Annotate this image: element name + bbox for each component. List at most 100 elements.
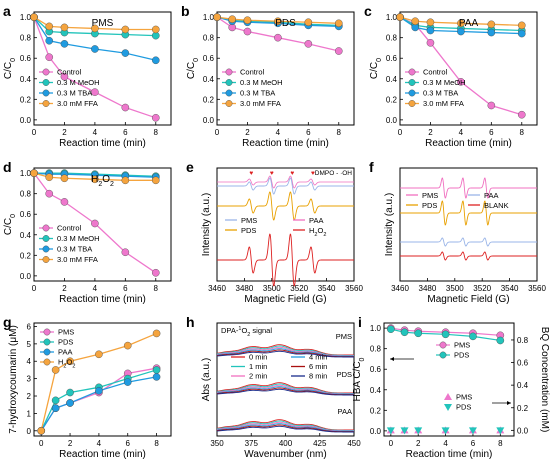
data-point — [30, 169, 38, 177]
data-point — [468, 427, 477, 435]
y-axis-label: C/C0 — [3, 58, 17, 79]
x-tick-label: 8 — [498, 439, 503, 448]
spectrum-line — [216, 388, 354, 396]
y-tick-label-right: 0.2 — [517, 404, 529, 413]
data-point — [457, 27, 465, 36]
y-tick-label: 2 — [27, 392, 32, 401]
legend-label: 4 min — [309, 353, 327, 362]
panel-title: DPA-1O2 signal — [221, 326, 272, 338]
legend-label: 0 min — [249, 353, 267, 362]
legend-marker — [444, 404, 452, 411]
y-axis-label: C/C0 — [186, 58, 200, 79]
x-tick-label: 3540 — [318, 284, 336, 293]
x-tick-label: 3480 — [236, 284, 254, 293]
y-tick-label: 0.0 — [20, 116, 32, 125]
arrow-right-head-icon — [507, 401, 511, 405]
data-point — [91, 45, 99, 53]
data-point — [334, 19, 343, 28]
legend-label: PMS — [241, 216, 257, 225]
data-point — [121, 49, 130, 57]
data-point — [441, 330, 450, 339]
legend-label: PAA — [58, 348, 72, 357]
x-tick-label: 8 — [154, 439, 159, 448]
legend-marker — [42, 245, 50, 253]
legend-label: 0.3 M TBA — [240, 89, 275, 98]
y-tick-label: 0.8 — [20, 34, 32, 43]
y-tick-label: 0.2 — [203, 95, 215, 104]
data-point — [91, 219, 99, 228]
y-tick-label: 0.4 — [370, 386, 382, 395]
x-tick-label: 3500 — [263, 284, 281, 293]
x-tick-label: 3560 — [345, 284, 363, 293]
x-tick-label: 8 — [520, 128, 525, 137]
data-point — [517, 110, 526, 119]
legend-label: PMS — [58, 328, 74, 337]
y-tick-label: 1.0 — [20, 13, 32, 22]
panel-b: 0 2 4 6 8 Reaction time (min) 0.0 0.2 0.4 0.6 0.8 1… — [181, 3, 355, 149]
x-axis-label: Reaction time (min) — [425, 138, 512, 149]
legend-label: PAA — [484, 191, 498, 200]
x-axis-label: Reaction time (min) — [406, 449, 493, 460]
y-axis-label: 7-hydroxycoumarin (μM) — [8, 325, 19, 434]
y-tick-label: 1 — [27, 409, 32, 418]
legend-label: PDS — [422, 201, 437, 210]
data-point — [151, 25, 160, 34]
y-tick-label: 0.2 — [386, 95, 398, 104]
spectrum-line — [400, 251, 537, 261]
data-point — [60, 198, 69, 206]
x-tick-label: 8 — [154, 284, 159, 293]
marker-annotation: DMPO - ·OH — [315, 170, 352, 177]
data-point — [121, 103, 130, 112]
data-point — [274, 33, 282, 42]
legend-label: 3.0 mM FFA — [57, 255, 98, 264]
y-tick-label: 0.6 — [20, 54, 32, 63]
x-tick-label: 375 — [245, 439, 259, 448]
y-axis-label: Intensity (a.u.) — [384, 193, 395, 256]
legend-label: 0.3 M MeOH — [423, 78, 466, 87]
y-tick-label: 0.6 — [20, 210, 32, 219]
y-tick-label: 1.0 — [386, 13, 398, 22]
legend-marker — [408, 100, 416, 107]
x-tick-label: 3480 — [419, 284, 437, 293]
data-point — [243, 16, 252, 25]
data-point — [304, 18, 313, 27]
legend-marker — [444, 393, 452, 400]
legend-label: H2O2 — [58, 358, 75, 370]
plot-frame — [216, 11, 355, 126]
legend-marker — [439, 351, 447, 359]
y-tick-label: 0.8 — [370, 345, 382, 354]
x-tick-label: 4 — [93, 284, 98, 293]
legend-label: PMS — [456, 393, 472, 402]
arrow-left-head-icon — [390, 357, 394, 361]
y-tick-label: 0.6 — [386, 54, 398, 63]
y-tick-label: 0.4 — [20, 231, 32, 240]
legend-marker — [408, 89, 416, 97]
data-point — [60, 174, 69, 183]
spectrum-line — [217, 177, 354, 195]
legend-marker — [42, 79, 50, 86]
x-axis-label: Magnetic Field (G) — [244, 294, 326, 305]
x-tick-label: 6 — [471, 439, 476, 448]
x-axis-label: Reaction time (min) — [59, 294, 146, 305]
series-line — [33, 172, 157, 274]
data-point — [396, 13, 404, 21]
data-point — [426, 18, 435, 27]
legend-label: 0.3 M TBA — [57, 89, 92, 98]
legend-marker — [225, 68, 233, 76]
panel-h: 350 375 400 425 450 Wavenumber (nm) h Abs (a.u.… — [186, 314, 361, 460]
data-point — [400, 328, 409, 337]
x-tick-label: 4 — [443, 439, 448, 448]
legend-marker — [43, 338, 51, 346]
data-point — [426, 39, 435, 47]
panel-a: 0 2 4 6 8 Reaction time (min) 0.0 0.2 0.4 0.6 0.8 1… — [3, 3, 172, 149]
data-point — [243, 27, 252, 36]
data-point — [66, 357, 74, 366]
spectrum-line — [217, 175, 354, 189]
x-tick-label: 2 — [68, 439, 73, 448]
x-tick-label: 450 — [347, 439, 361, 448]
y-tick-label: 0.0 — [20, 272, 32, 281]
panel-letter: g — [3, 314, 12, 330]
data-point — [45, 189, 54, 198]
legend-marker — [42, 224, 50, 232]
